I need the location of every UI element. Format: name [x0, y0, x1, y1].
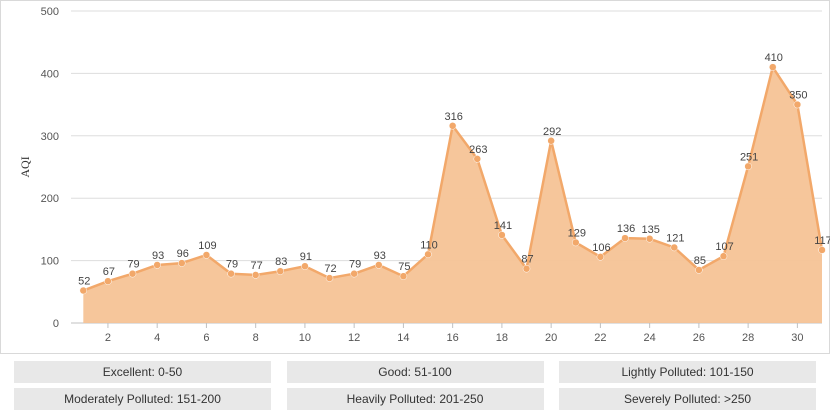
x-tick-label: 2 — [105, 332, 111, 344]
data-label: 93 — [374, 250, 386, 262]
data-point — [128, 269, 137, 278]
y-tick-label: 500 — [41, 6, 59, 18]
data-label: 77 — [251, 260, 263, 272]
data-point — [818, 246, 826, 254]
data-point — [276, 267, 285, 275]
x-tick-label: 22 — [594, 332, 606, 344]
data-point — [498, 231, 506, 239]
data-point — [153, 261, 161, 269]
data-point — [399, 272, 408, 280]
y-tick-label: 400 — [41, 68, 59, 80]
data-label: 67 — [103, 266, 115, 278]
data-point — [719, 252, 728, 260]
data-point — [202, 251, 211, 259]
y-tick-label: 200 — [41, 193, 59, 205]
data-point — [251, 271, 260, 279]
x-tick-label: 8 — [253, 332, 259, 344]
x-tick-label: 4 — [154, 332, 160, 344]
data-label: 251 — [740, 151, 758, 163]
data-point — [572, 238, 580, 247]
data-point — [375, 261, 383, 269]
x-tick-label: 20 — [545, 332, 557, 344]
x-tick-label: 6 — [203, 332, 209, 344]
data-point — [104, 277, 112, 285]
data-label: 117 — [814, 235, 830, 247]
data-label: 263 — [469, 144, 487, 156]
data-label: 109 — [198, 240, 216, 252]
data-label: 106 — [592, 242, 610, 254]
data-point — [744, 162, 752, 171]
legend-excellent: Excellent: 0-50 — [14, 361, 271, 383]
data-point — [325, 274, 334, 282]
data-label: 121 — [666, 232, 684, 244]
data-label: 79 — [127, 259, 139, 271]
data-point — [621, 234, 629, 242]
data-point — [301, 262, 309, 270]
data-label: 52 — [78, 276, 90, 288]
legend-row-2: Moderately Polluted: 151-200 Heavily Pol… — [14, 388, 816, 410]
data-point — [79, 286, 88, 295]
y-tick-label: 0 — [53, 318, 59, 330]
x-tick-label: 14 — [397, 332, 409, 344]
x-tick-label: 18 — [496, 332, 508, 344]
data-point — [793, 100, 802, 109]
x-tick-label: 16 — [447, 332, 459, 344]
data-point — [522, 264, 531, 273]
data-label: 410 — [765, 52, 783, 64]
data-label: 87 — [521, 254, 533, 266]
data-label: 316 — [444, 111, 462, 123]
data-label: 135 — [641, 224, 659, 236]
data-label: 350 — [789, 90, 807, 102]
data-label: 93 — [152, 250, 164, 262]
x-tick-label: 24 — [644, 332, 656, 344]
legend-row-1: Excellent: 0-50 Good: 51-100 Lightly Pol… — [14, 361, 816, 383]
data-label: 136 — [617, 223, 635, 235]
data-point — [178, 259, 186, 267]
data-label: 79 — [226, 259, 238, 271]
data-point — [473, 155, 482, 163]
legend-severely-polluted: Severely Polluted: >250 — [559, 388, 816, 410]
data-label: 129 — [568, 228, 586, 240]
data-point — [448, 122, 457, 130]
y-tick-label: 300 — [41, 131, 59, 143]
data-point — [670, 243, 679, 252]
x-tick-label: 12 — [348, 332, 360, 344]
legend-lightly-polluted: Lightly Polluted: 101-150 — [559, 361, 816, 383]
data-label: 85 — [694, 255, 706, 267]
x-tick-label: 10 — [299, 332, 311, 344]
x-tick-label: 26 — [693, 332, 705, 344]
data-point — [769, 63, 777, 71]
data-label: 79 — [349, 259, 361, 271]
data-label: 72 — [324, 263, 336, 275]
data-point — [596, 253, 605, 261]
legend-moderately-polluted: Moderately Polluted: 151-200 — [14, 388, 271, 410]
data-point — [350, 269, 358, 278]
data-point — [424, 250, 432, 259]
data-point — [645, 235, 654, 243]
data-point — [695, 266, 703, 274]
data-label: 110 — [420, 239, 438, 251]
series-area — [83, 67, 823, 323]
legend-heavily-polluted: Heavily Polluted: 201-250 — [286, 388, 544, 410]
x-tick-label: 28 — [742, 332, 754, 344]
data-label: 292 — [543, 126, 561, 138]
data-label: 83 — [275, 256, 287, 268]
data-point — [227, 269, 235, 278]
data-label: 75 — [398, 261, 410, 273]
y-tick-label: 100 — [41, 256, 59, 268]
data-label: 96 — [177, 248, 189, 260]
y-axis-label: AQI — [18, 156, 32, 177]
legend-good: Good: 51-100 — [286, 361, 544, 383]
data-point — [547, 137, 555, 145]
data-label: 107 — [715, 241, 733, 253]
data-label: 91 — [300, 251, 312, 263]
x-tick-label: 30 — [791, 332, 803, 344]
data-label: 141 — [494, 220, 512, 232]
